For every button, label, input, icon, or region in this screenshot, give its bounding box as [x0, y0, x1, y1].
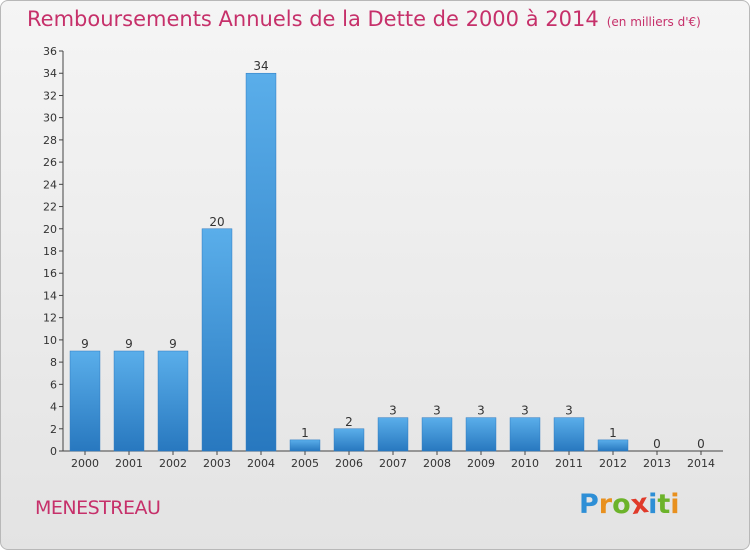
town-name: MENESTREAU: [35, 497, 161, 519]
bars: 9 9 9 20 34 1 2 3 3 3 3 3 1 0 0: [69, 59, 705, 452]
chart-title-text: Remboursements Annuels de la Dette de 20…: [27, 7, 599, 31]
data-label: 1: [301, 426, 309, 440]
data-label: 0: [697, 437, 705, 451]
y-tick-label: 30: [43, 112, 57, 125]
bar-2002: [157, 350, 189, 452]
x-tick-label: 2000: [71, 457, 99, 470]
y-tick-label: 16: [43, 267, 57, 280]
x-axis: 2000 2001 2002 2003 2004 2005 2006 2007 2008 2009…: [63, 450, 723, 470]
x-tick-label: 2005: [291, 457, 319, 470]
y-tick-label: 24: [43, 178, 57, 191]
data-label: 3: [389, 404, 397, 418]
x-tick-label: 2002: [159, 457, 187, 470]
x-tick-label: 2006: [335, 457, 363, 470]
y-tick-label: 26: [43, 156, 57, 169]
data-label: 3: [521, 404, 529, 418]
data-label: 3: [565, 404, 573, 418]
bar-2006: [333, 428, 365, 452]
bar-2000: [69, 350, 101, 452]
x-tick-label: 2004: [247, 457, 275, 470]
data-label: 3: [477, 404, 485, 418]
x-tick-label: 2014: [687, 457, 715, 470]
y-tick-label: 14: [43, 289, 57, 302]
y-tick-label: 12: [43, 312, 57, 325]
chart-subtitle: (en milliers d'€): [606, 15, 701, 29]
bar-2004: [245, 72, 277, 452]
y-tick-label: 28: [43, 134, 57, 147]
bar-2010: [509, 417, 541, 452]
bar-2009: [465, 417, 497, 452]
data-label: 20: [209, 215, 224, 229]
y-tick-label: 4: [50, 401, 57, 414]
logo-letter: i: [670, 489, 680, 520]
logo-letter: P: [579, 489, 599, 520]
x-tick-label: 2007: [379, 457, 407, 470]
y-tick-label: 8: [50, 356, 57, 369]
data-label: 0: [653, 437, 661, 451]
y-tick-label: 0: [50, 445, 57, 458]
bar-2001: [113, 350, 145, 452]
y-tick-label: 34: [43, 67, 57, 80]
data-label: 9: [81, 337, 89, 351]
logo-letter: t: [657, 489, 671, 520]
x-tick-label: 2010: [511, 457, 539, 470]
data-label: 9: [169, 337, 177, 351]
bar-2007: [377, 417, 409, 452]
x-tick-label: 2012: [599, 457, 627, 470]
bar-2012: [597, 439, 629, 452]
y-tick-label: 18: [43, 245, 57, 258]
x-tick-label: 2001: [115, 457, 143, 470]
chart-title: Remboursements Annuels de la Dette de 20…: [27, 7, 701, 31]
y-tick-label: 2: [50, 423, 57, 436]
logo-letter: o: [612, 489, 631, 520]
y-tick-label: 10: [43, 334, 57, 347]
data-label: 2: [345, 415, 353, 429]
x-tick-label: 2009: [467, 457, 495, 470]
data-label: 3: [433, 404, 441, 418]
logo-letter: i: [648, 489, 658, 520]
logo-letter: x: [628, 487, 651, 522]
bar-2005: [289, 439, 321, 452]
x-tick-label: 2003: [203, 457, 231, 470]
data-label: 1: [609, 426, 617, 440]
logo-letter: r: [598, 489, 613, 520]
y-tick-label: 20: [43, 223, 57, 236]
proxiti-logo: Proxiti: [579, 487, 680, 522]
bar-2008: [421, 417, 453, 452]
x-tick-label: 2011: [555, 457, 583, 470]
data-label: 34: [253, 59, 268, 73]
x-tick-label: 2013: [643, 457, 671, 470]
y-tick-label: 6: [50, 378, 57, 391]
y-tick-label: 22: [43, 201, 57, 214]
bar-2003: [201, 228, 233, 452]
bar-2011: [553, 417, 585, 452]
y-tick-label: 36: [43, 45, 57, 58]
data-label: 9: [125, 337, 133, 351]
y-tick-label: 32: [43, 89, 57, 102]
x-tick-label: 2008: [423, 457, 451, 470]
